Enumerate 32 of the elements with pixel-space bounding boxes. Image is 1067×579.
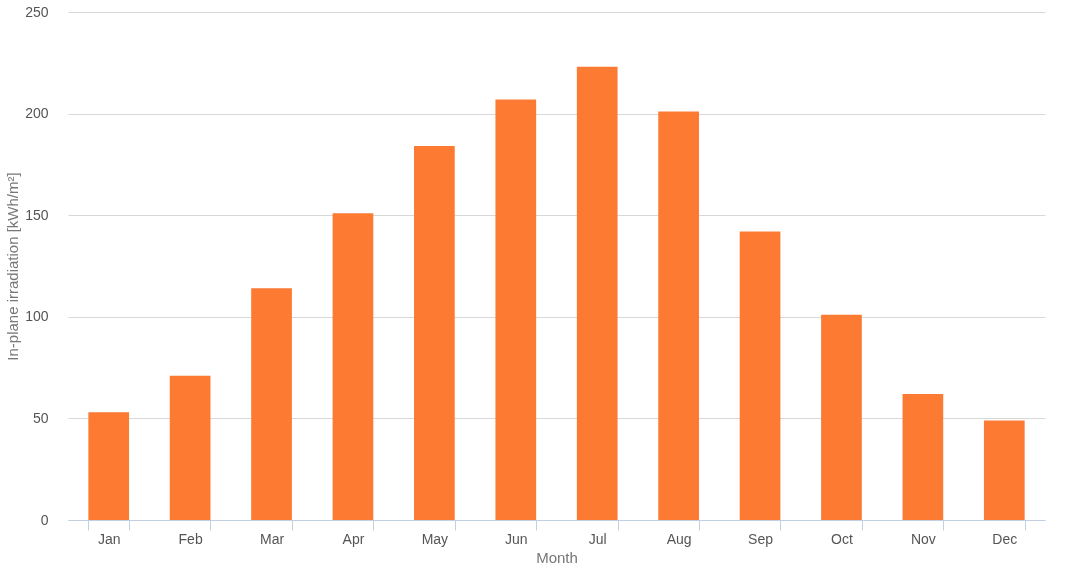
bar: [88, 412, 130, 520]
x-tick-label: Mar: [259, 530, 285, 547]
x-tick-label: Oct: [831, 530, 853, 547]
x-tick-label: Feb: [178, 530, 203, 547]
x-tick-label: Apr: [342, 530, 365, 547]
x-axis-title: Month: [536, 548, 578, 566]
bar: [576, 66, 618, 520]
y-axis-title: In-plane irradiation [kWh/m²]: [4, 172, 22, 361]
bar: [983, 420, 1025, 520]
x-tick-label: Nov: [910, 530, 936, 547]
bar: [821, 314, 862, 520]
y-tick-label: 200: [25, 105, 49, 122]
bar: [332, 213, 374, 520]
bar: [169, 375, 211, 520]
x-tick-label: Jun: [505, 530, 528, 547]
bar: [739, 231, 781, 520]
bar: [902, 394, 944, 520]
bar: [495, 99, 537, 520]
bar: [658, 111, 699, 520]
x-tick-label: Sep: [748, 530, 774, 547]
y-tick-label: 0: [40, 511, 49, 528]
y-tick-label: 50: [32, 409, 49, 426]
bar: [251, 288, 292, 520]
x-tick-label: Jul: [588, 530, 607, 547]
x-tick-label: May: [421, 530, 449, 547]
x-tick-label: Dec: [992, 530, 1018, 547]
y-tick-label: 100: [25, 308, 49, 325]
x-tick-label: Jan: [97, 530, 121, 547]
x-tick-label: Aug: [666, 530, 692, 547]
y-tick-label: 150: [25, 206, 49, 223]
y-tick-label: 250: [25, 3, 49, 20]
bar: [414, 146, 455, 520]
